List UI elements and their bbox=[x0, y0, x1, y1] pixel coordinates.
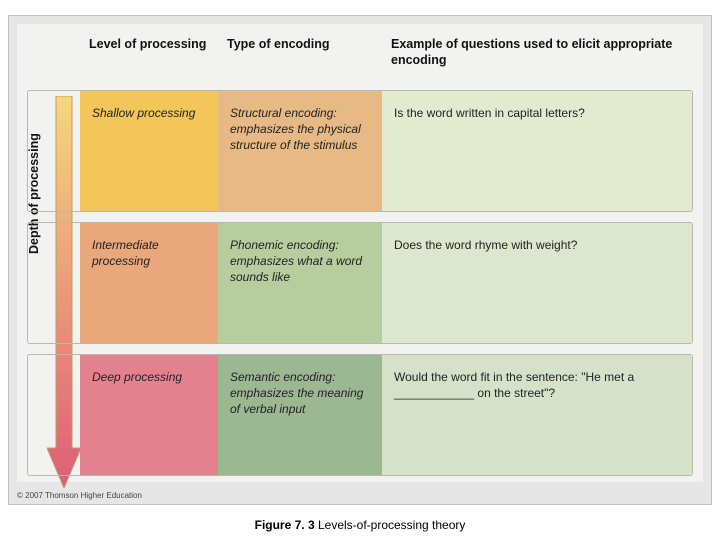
cell-example: Is the word written in capital letters? bbox=[382, 91, 692, 211]
figure-caption: Figure 7. 3 Levels-of-processing theory bbox=[0, 518, 720, 532]
caption-title: Levels-of-processing theory bbox=[315, 518, 466, 532]
cell-level: Intermediate processing bbox=[80, 223, 218, 343]
cell-level: Shallow processing bbox=[80, 91, 218, 211]
table-row: Deep processingSemantic encoding: emphas… bbox=[27, 354, 693, 476]
rows-area: Shallow processingStructural encoding: e… bbox=[27, 90, 693, 474]
cell-type: Semantic encoding: emphasizes the meanin… bbox=[218, 355, 382, 475]
row-arrow-spacer bbox=[28, 91, 80, 211]
row-arrow-spacer bbox=[28, 355, 80, 475]
cell-example: Would the word fit in the sentence: "He … bbox=[382, 355, 692, 475]
cell-type: Structural encoding: emphasizes the phys… bbox=[218, 91, 382, 211]
table-row: Shallow processingStructural encoding: e… bbox=[27, 90, 693, 212]
header-row: Level of processing Type of encoding Exa… bbox=[17, 24, 703, 87]
arrow-column-spacer bbox=[27, 36, 89, 69]
header-level: Level of processing bbox=[89, 36, 227, 69]
figure-inner: Level of processing Type of encoding Exa… bbox=[17, 24, 703, 482]
copyright-text: © 2007 Thomson Higher Education bbox=[17, 491, 142, 500]
header-example: Example of questions used to elicit appr… bbox=[391, 36, 693, 69]
row-arrow-spacer bbox=[28, 223, 80, 343]
cell-type: Phonemic encoding: emphasizes what a wor… bbox=[218, 223, 382, 343]
header-type: Type of encoding bbox=[227, 36, 391, 69]
cell-example: Does the word rhyme with weight? bbox=[382, 223, 692, 343]
figure-panel: Level of processing Type of encoding Exa… bbox=[8, 15, 712, 505]
cell-level: Deep processing bbox=[80, 355, 218, 475]
caption-number: Figure 7. 3 bbox=[255, 518, 315, 532]
table-row: Intermediate processingPhonemic encoding… bbox=[27, 222, 693, 344]
